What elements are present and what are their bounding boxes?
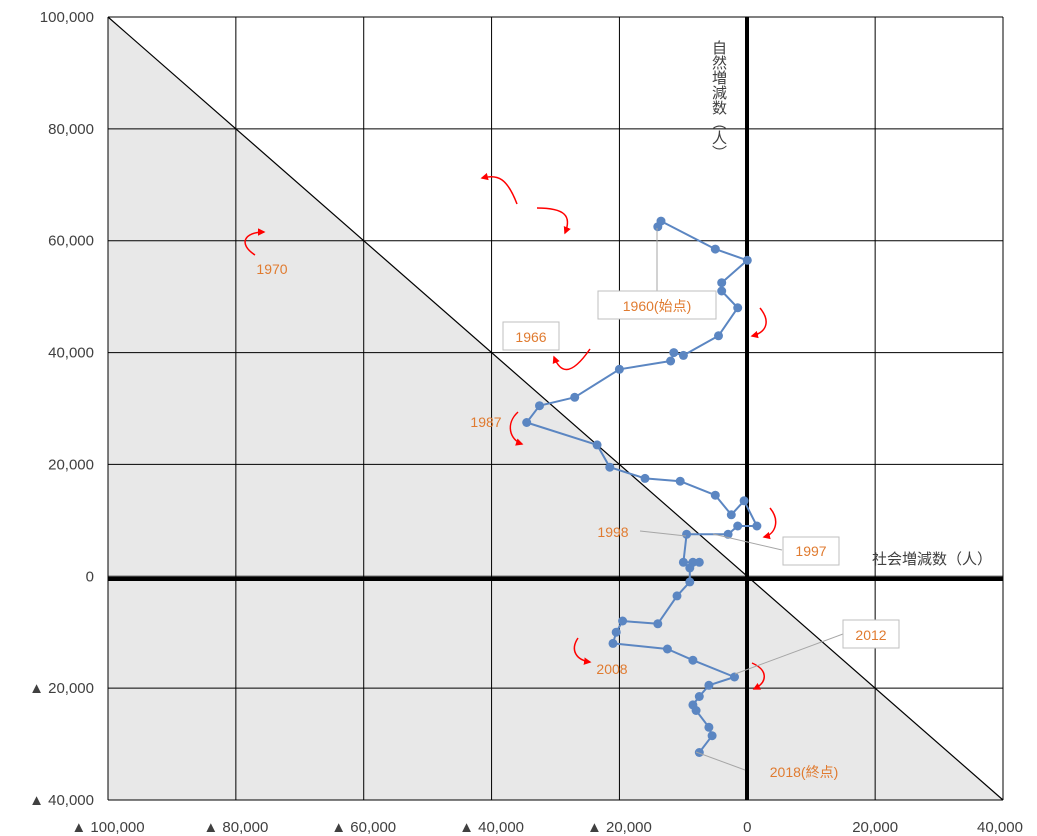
x-axis-title: 社会増減数（人）: [872, 550, 992, 568]
diagonal-line: [107, 16, 1004, 801]
y-tick-label: 20,000: [48, 456, 94, 473]
arrow-1970: [244, 228, 266, 256]
year-label-1997: 1997: [795, 543, 826, 559]
x-tick-label: ▲ 100,000: [71, 819, 144, 836]
y-tick-label: 100,000: [40, 9, 94, 26]
data-point: [730, 672, 739, 682]
data-point: [717, 286, 727, 296]
year-label-1998: 1998: [597, 524, 628, 540]
arrow-mid-top: [536, 207, 571, 235]
data-point: [618, 616, 628, 626]
arrow-2008: [573, 637, 592, 665]
year-labels: 1960(始点) 1966 1970 1987 1997 1998 2008 2…: [256, 261, 900, 780]
data-point: [704, 680, 714, 690]
data-point: [522, 418, 532, 427]
data-point: [710, 244, 720, 254]
arrow-1987: [509, 411, 524, 446]
x-tick-label: 0: [743, 819, 751, 836]
data-point: [733, 521, 743, 531]
data-point: [614, 364, 624, 374]
data-point: [685, 577, 695, 587]
label-box-2012: [842, 619, 900, 649]
data-point: [752, 521, 762, 531]
data-point: [669, 348, 679, 358]
data-point: [688, 655, 698, 665]
arrow-1966: [552, 348, 591, 371]
year-label-1987: 1987: [470, 414, 501, 430]
arrow-1997: [762, 507, 777, 540]
arrow-top: [480, 172, 518, 205]
data-point: [656, 216, 666, 226]
data-point: [694, 557, 704, 567]
data-point: [685, 563, 695, 573]
x-tick-label: 40,000: [977, 819, 1023, 836]
data-point: [704, 722, 714, 732]
label-box-1966: [502, 321, 560, 351]
data-point: [611, 627, 621, 637]
y-tick-label: 0: [86, 568, 94, 585]
data-point: [682, 529, 692, 539]
data-point: [694, 692, 704, 701]
data-point: [592, 440, 602, 450]
series-line: [525, 220, 758, 754]
data-point: [739, 496, 749, 506]
data-point: [726, 510, 736, 520]
data-point: [694, 748, 704, 757]
x-tick-label: ▲ 80,000: [203, 819, 268, 836]
data-point: [672, 591, 682, 601]
data-point: [675, 476, 685, 486]
data-point: [662, 644, 672, 654]
data-point: [678, 350, 688, 360]
data-point: [605, 462, 615, 472]
y-tick-label: 80,000: [48, 121, 94, 138]
arrow-2012: [751, 662, 765, 690]
year-label-1970: 1970: [256, 261, 287, 277]
arrow-right-upper: [750, 307, 767, 339]
label-box-1997: [782, 536, 840, 566]
y-tick-label: 40,000: [48, 345, 94, 362]
data-point: [570, 392, 580, 402]
data-point: [653, 619, 663, 629]
direction-arrows: [244, 172, 777, 690]
x-tick-label: 20,000: [852, 819, 898, 836]
y-tick-labels: ▲ 40,000 ▲ 20,000 0 20,000 40,000 60,000 80,00…: [29, 9, 94, 809]
x-tick-labels: ▲ 100,000 ▲ 80,000 ▲ 60,000 ▲ 40,000 ▲ 20,00…: [71, 819, 1023, 836]
data-point: [742, 255, 752, 265]
year-label-1966: 1966: [515, 329, 546, 345]
gridlines: [107, 16, 1004, 801]
data-point: [691, 706, 701, 715]
leader-lines: [639, 228, 844, 771]
year-label-2018: 2018(終点): [770, 764, 838, 780]
data-point: [608, 638, 618, 648]
y-tick-label: ▲ 20,000: [29, 680, 94, 697]
data-point: [714, 331, 723, 341]
data-point: [535, 401, 544, 411]
data-point: [710, 490, 720, 500]
y-tick-label: ▲ 40,000: [29, 792, 94, 809]
data-point: [733, 303, 743, 313]
data-point: [640, 473, 650, 483]
y-tick-label: 60,000: [48, 233, 94, 250]
x-tick-label: ▲ 60,000: [331, 819, 396, 836]
label-box-1960: [597, 290, 717, 320]
data-point: [707, 731, 717, 741]
year-label-2008: 2008: [596, 661, 627, 677]
x-tick-label: ▲ 40,000: [459, 819, 524, 836]
series-group: [522, 216, 762, 757]
data-point: [678, 557, 688, 567]
data-point: [717, 278, 727, 288]
year-label-1960: 1960(始点): [623, 298, 691, 314]
y-axis-title: 自然増減数（人）: [710, 40, 728, 160]
x-tick-label: ▲ 20,000: [587, 819, 652, 836]
data-point: [666, 356, 676, 366]
year-label-2012: 2012: [855, 627, 886, 643]
